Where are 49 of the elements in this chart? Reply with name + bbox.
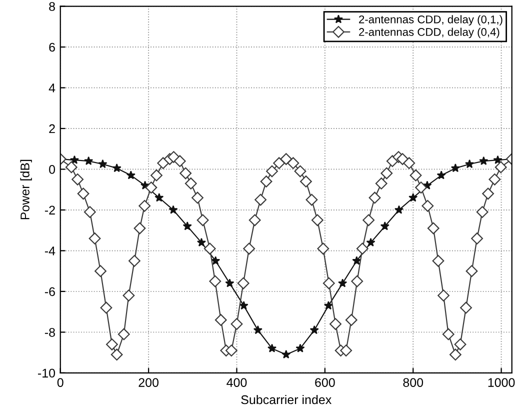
point [282, 350, 291, 359]
y-tick-label: -8 [44, 328, 55, 337]
y-tick-label: 6 [49, 42, 55, 52]
point [112, 163, 122, 172]
y-tick-label: -10 [38, 368, 56, 378]
point [225, 278, 234, 288]
y-tick-label: -6 [44, 287, 55, 296]
point [239, 300, 248, 310]
point [268, 344, 277, 352]
x-tick-label: 600 [315, 378, 335, 387]
x-tick-label: 800 [403, 378, 424, 387]
y-tick-label: 2 [49, 124, 55, 134]
x-tick-label: 1000 [488, 378, 515, 387]
point [465, 159, 474, 168]
point [366, 238, 376, 246]
point [70, 155, 79, 164]
point [338, 278, 348, 288]
y-tick-label: -2 [44, 206, 55, 214]
point [493, 155, 502, 164]
point [408, 193, 418, 202]
point [310, 325, 319, 334]
point [168, 205, 178, 214]
legend-label: 2-antennas CDD, delay (0,1,) [359, 15, 502, 26]
point [380, 222, 390, 230]
point [182, 222, 192, 230]
point [196, 238, 206, 246]
point [98, 159, 108, 168]
point [394, 205, 404, 214]
legend-label: 2-antennas CDD, delay (0,4) [359, 28, 500, 38]
point [154, 193, 164, 202]
point [324, 300, 333, 310]
point [84, 156, 94, 166]
point [253, 325, 262, 334]
point [126, 170, 136, 180]
y-tick-label: 0 [49, 165, 56, 174]
point [211, 256, 220, 265]
y-tick-label: 4 [48, 84, 56, 92]
x-tick-label: 200 [138, 378, 158, 387]
y-tick-label: 8 [49, 2, 55, 11]
point [436, 170, 446, 180]
point [450, 163, 460, 172]
x-axis-title: Subcarrier index [241, 394, 332, 404]
y-tick-label: -4 [44, 246, 56, 256]
x-tick-label: 400 [226, 378, 247, 387]
y-axis-title: Power [dB] [20, 160, 32, 220]
point [296, 344, 305, 352]
point [352, 256, 362, 265]
point [479, 156, 488, 166]
x-tick-label: 0 [57, 378, 64, 387]
